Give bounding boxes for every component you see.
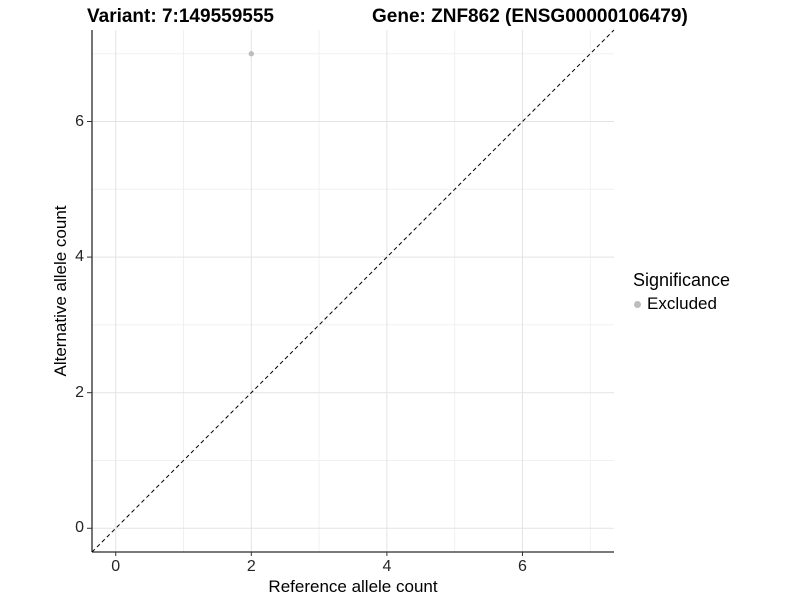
x-axis-title: Reference allele count	[268, 577, 438, 596]
x-tick-label: 4	[382, 558, 392, 575]
plot-title-variant: Variant: 7:149559555	[87, 6, 274, 27]
y-tick-label: 6	[75, 112, 84, 130]
data-point	[248, 51, 255, 57]
legend-title: Significance	[633, 270, 731, 290]
x-tick-label: 0	[111, 558, 121, 575]
x-tick-label: 2	[246, 558, 256, 575]
y-tick-label: 2	[75, 383, 84, 401]
legend-item-label: Excluded	[647, 294, 717, 313]
y-axis-title: Alternative allele count	[51, 205, 70, 377]
y-tick-label: 4	[75, 248, 84, 266]
legend-point-swatch	[634, 300, 641, 308]
plot-title-gene: Gene: ZNF862 (ENSG00000106479)	[372, 6, 688, 27]
x-tick-label: 6	[518, 558, 527, 575]
legend-item: Excluded	[633, 294, 730, 314]
legend-items: Excluded	[633, 294, 730, 314]
legend: Significance Excluded	[633, 270, 730, 314]
y-tick-label: 0	[75, 519, 84, 537]
identity-reference-line	[91, 29, 615, 553]
plot-panel	[87, 29, 615, 556]
